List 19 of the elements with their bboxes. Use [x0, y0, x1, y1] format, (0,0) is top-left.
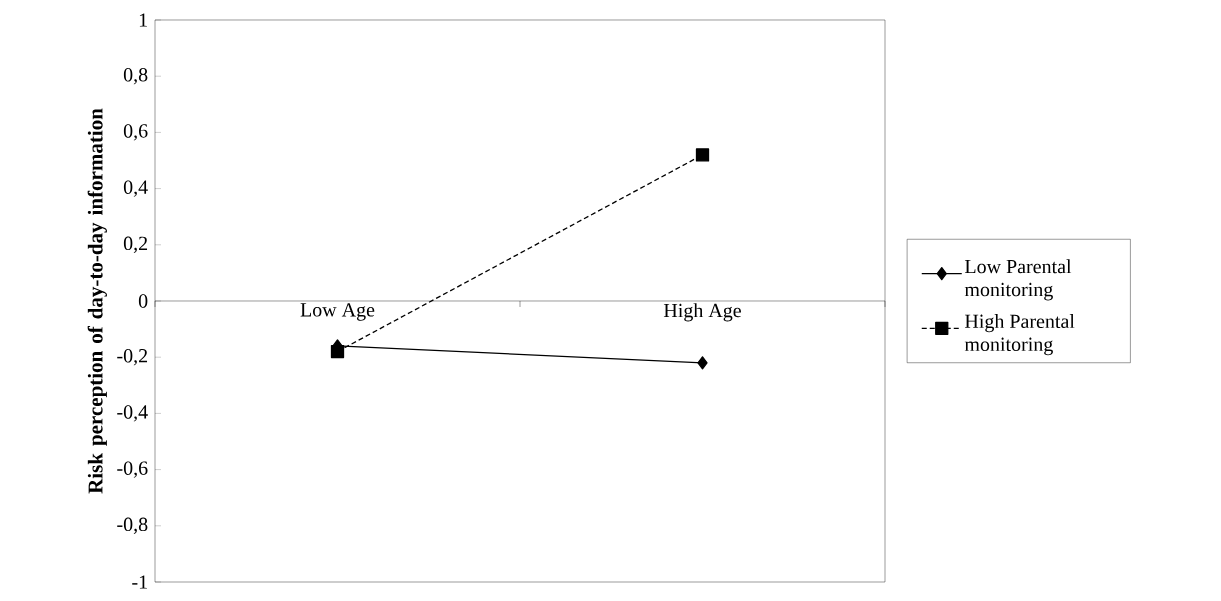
x-tick-label: High Age — [663, 303, 741, 322]
point — [695, 148, 710, 162]
y-tick-label: 0,6 — [123, 124, 148, 141]
y-tick-label: 0,4 — [123, 180, 148, 197]
y-tick-label: -0,6 — [117, 461, 148, 478]
x-tick-label: Low Age — [300, 303, 375, 321]
y-tick-label: -0,8 — [117, 517, 148, 534]
y-tick-label: -0,4 — [117, 405, 148, 422]
y-tick-label: 1 — [139, 13, 147, 27]
y-axis-title: Risk perception of day-to-day information — [87, 108, 107, 494]
y-tick-label: 0,2 — [123, 236, 148, 253]
y-tick-label: 0,8 — [123, 68, 148, 85]
y-tick-label: 0 — [138, 294, 148, 308]
point — [330, 344, 345, 359]
legend-label: High Parental monitoring — [964, 313, 1075, 356]
point — [697, 356, 708, 370]
y-tick-label: -1 — [132, 575, 147, 589]
y-tick-label: -0,2 — [117, 349, 148, 366]
legend-label: Low Parental monitoring — [964, 259, 1072, 301]
